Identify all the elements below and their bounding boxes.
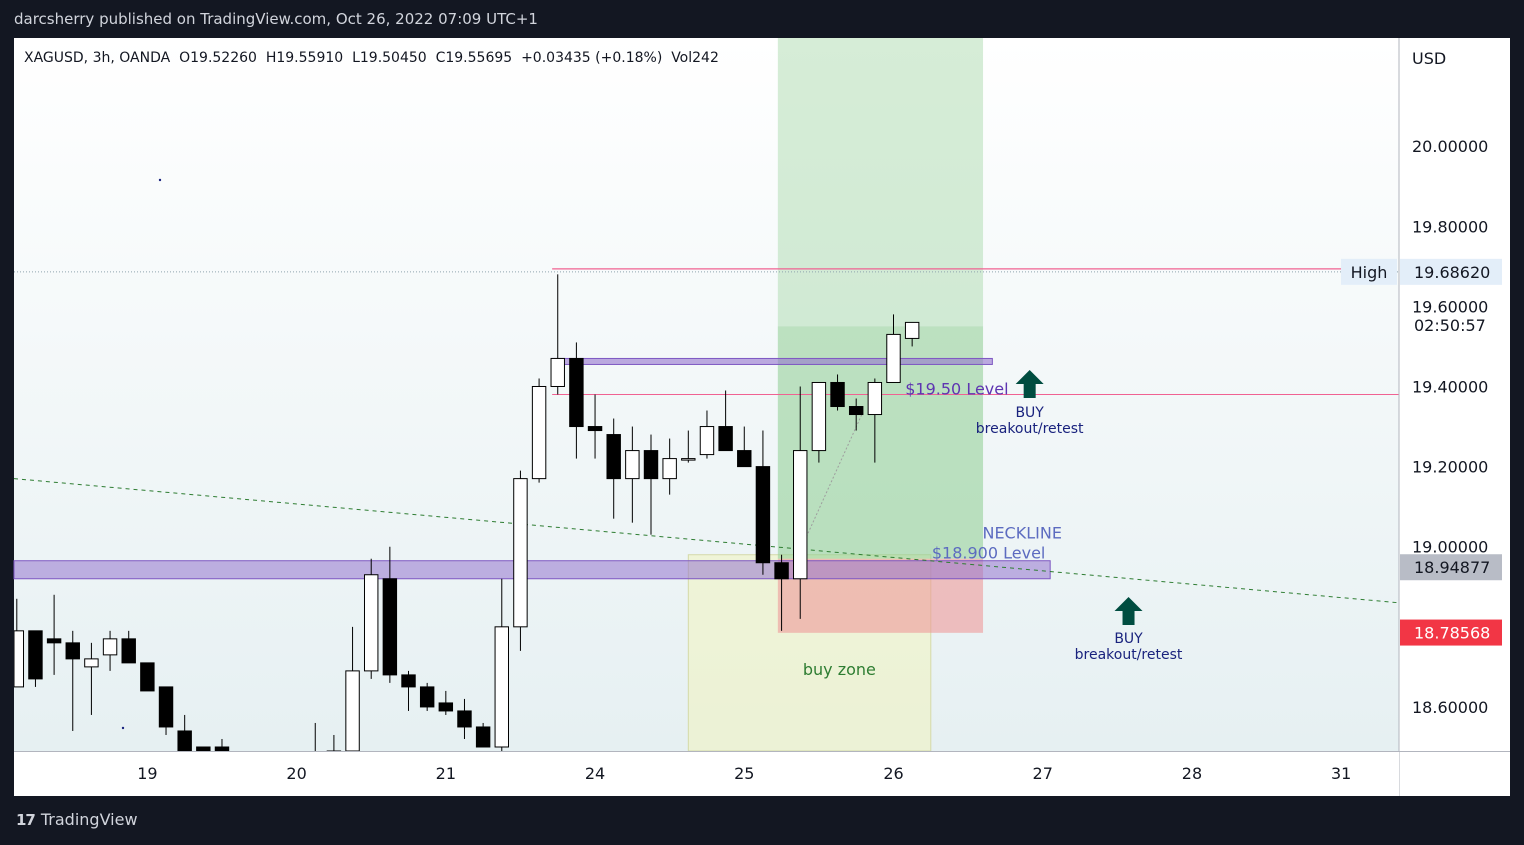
candle-body[interactable] (14, 630, 25, 688)
candle-body[interactable] (494, 626, 509, 748)
long-target-zone[interactable] (777, 38, 984, 559)
candle-body[interactable] (382, 578, 398, 676)
ohlc-legend: XAGUSD, 3h, OANDA O19.52260 H19.55910 L1… (24, 50, 719, 66)
buy-arrow-up-icon (1015, 370, 1044, 398)
candle-body[interactable] (363, 574, 379, 672)
candle-body[interactable] (457, 710, 472, 728)
candle-body[interactable] (699, 426, 715, 456)
high-price-tag-box[interactable] (1400, 258, 1502, 285)
neckline-price-tag-value: 18.94877 (1414, 558, 1490, 577)
last-price-tag-box[interactable] (1400, 619, 1502, 646)
x-tick-label: 27 (1033, 764, 1053, 783)
candle-body[interactable] (84, 658, 99, 668)
candle-body[interactable] (121, 638, 136, 664)
x-tick-label: 26 (883, 764, 903, 783)
x-tick-label: 25 (734, 764, 754, 783)
candle-body[interactable] (177, 730, 192, 763)
candle-countdown: 02:50:57 (1414, 316, 1486, 335)
tradingview-logo-icon: 17 (16, 810, 36, 829)
level-1950-band[interactable] (551, 357, 993, 365)
buy-2-title: BUY (1114, 631, 1143, 647)
last-price-tag-value: 18.78568 (1414, 624, 1490, 643)
x-tick-label: 28 (1182, 764, 1202, 783)
buy-arrow-up-icon (1114, 597, 1143, 625)
buy-zone-label: buy zone (803, 660, 876, 679)
high-price-tag-value: 19.68620 (1414, 263, 1490, 282)
close-value: C19.55695 (435, 50, 513, 66)
candle-body[interactable] (65, 642, 80, 660)
y-tick-label: 20.00000 (1412, 137, 1488, 156)
candle-body[interactable] (158, 686, 174, 728)
candle-body[interactable] (643, 450, 659, 480)
candle-body[interactable] (718, 426, 733, 452)
level-18900-label: $18.900 Level (932, 544, 1045, 563)
candle-body[interactable] (606, 434, 621, 480)
candle-body[interactable] (662, 458, 677, 480)
candle-body[interactable] (531, 385, 547, 480)
volume-value: Vol242 (671, 50, 719, 66)
candle-body[interactable] (904, 321, 920, 339)
candle-body[interactable] (401, 674, 416, 688)
neckline-label: NECKLINE (982, 524, 1061, 543)
buy-1-subtitle: breakout/retest (976, 421, 1084, 437)
candle-body[interactable] (196, 746, 211, 751)
publish-header: darcsherry published on TradingView.com,… (14, 10, 538, 28)
candle-body[interactable] (867, 381, 883, 416)
candle-body[interactable] (811, 381, 827, 452)
currency-label: USD (1412, 49, 1446, 68)
candle-body[interactable] (550, 357, 565, 387)
high-label: High (1351, 263, 1388, 282)
candle-body[interactable] (681, 458, 696, 461)
buy-2-subtitle: breakout/retest (1075, 647, 1183, 663)
level-1950-label: $19.50 Level (905, 380, 1008, 399)
high-label-box (1341, 258, 1397, 285)
candle-body[interactable] (793, 450, 808, 580)
candle-body[interactable] (28, 630, 43, 680)
candle-body[interactable] (886, 333, 901, 383)
change-value: +0.03435 (+0.18%) (521, 50, 663, 66)
brand-name: TradingView (40, 810, 138, 829)
countdown-box (1400, 313, 1502, 337)
candle-body[interactable] (46, 638, 62, 644)
footer-brand[interactable]: 17 TradingView (16, 810, 138, 829)
candle-body[interactable] (774, 562, 789, 580)
y-tick-label: 19.40000 (1412, 377, 1488, 396)
candle-body[interactable] (848, 406, 864, 416)
time-axis-panel[interactable] (14, 751, 1399, 796)
candle-body[interactable] (475, 726, 491, 748)
candle-body[interactable] (569, 357, 584, 428)
open-value: O19.52260 (179, 50, 257, 66)
x-tick-label: 24 (585, 764, 605, 783)
neckline-price-tag-box[interactable] (1400, 554, 1502, 581)
candle-body[interactable] (587, 426, 603, 432)
candle-body[interactable] (214, 746, 230, 751)
x-tick-label: 31 (1331, 764, 1351, 783)
candle-body[interactable] (513, 478, 528, 628)
candle-body[interactable] (419, 686, 435, 708)
stray-dot (158, 178, 162, 182)
low-value: L19.50450 (352, 50, 427, 66)
symbol-label[interactable]: XAGUSD, 3h, OANDA (24, 50, 171, 66)
buy-1-title: BUY (1015, 405, 1044, 421)
y-tick-label: 19.60000 (1412, 297, 1488, 316)
candle-body[interactable] (737, 450, 752, 468)
candle-body[interactable] (102, 638, 118, 656)
candle-body[interactable] (438, 702, 454, 712)
x-tick-label: 21 (436, 764, 456, 783)
candle-body[interactable] (625, 450, 640, 480)
stray-dot (121, 726, 125, 730)
x-tick-label: 19 (137, 764, 157, 783)
candle-body[interactable] (830, 381, 845, 408)
y-tick-label: 18.60000 (1412, 698, 1488, 717)
candle-body[interactable] (755, 466, 771, 564)
high-value: H19.55910 (265, 50, 344, 66)
y-tick-label: 19.00000 (1412, 538, 1488, 557)
x-tick-label: 20 (286, 764, 306, 783)
neckline-band[interactable] (13, 560, 1051, 580)
y-tick-label: 19.80000 (1412, 217, 1488, 236)
candle-body[interactable] (140, 662, 155, 692)
y-tick-label: 19.20000 (1412, 458, 1488, 477)
candle-body[interactable] (345, 670, 360, 751)
